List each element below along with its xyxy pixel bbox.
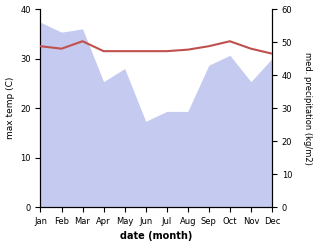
Y-axis label: med. precipitation (kg/m2): med. precipitation (kg/m2) <box>303 52 313 165</box>
X-axis label: date (month): date (month) <box>120 231 192 242</box>
Y-axis label: max temp (C): max temp (C) <box>5 77 15 139</box>
